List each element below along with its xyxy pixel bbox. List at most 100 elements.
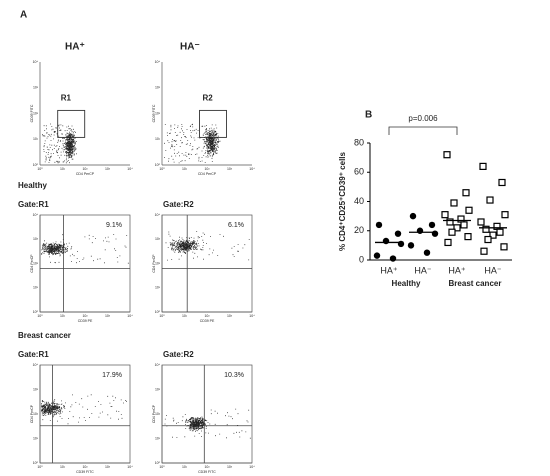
- plot-tick-label: 10²: [204, 314, 210, 318]
- plot-tick-label: 10³: [227, 465, 233, 469]
- plot-tick-label: 10¹: [33, 286, 39, 290]
- event-cloud: [41, 234, 129, 264]
- event-cloud: [164, 123, 221, 164]
- plot-tick-label: 10³: [227, 167, 233, 171]
- plot-axis-label: CD4 PerCP: [30, 404, 34, 423]
- plot-tick-label: 10⁰: [159, 314, 165, 318]
- data-point: [448, 228, 456, 236]
- gate-title: Gate:R1: [18, 350, 49, 359]
- plot-frame: [39, 364, 131, 464]
- plot-tick-label: 10¹: [182, 314, 188, 318]
- data-point: [416, 227, 424, 234]
- data-point: [477, 218, 485, 226]
- plot-tick-label: 10¹: [182, 465, 188, 469]
- x-tick-label: HA⁻: [414, 265, 432, 275]
- y-tick-label: 60: [354, 167, 364, 177]
- plot-tick-label: 10³: [33, 237, 39, 241]
- event-cloud: [165, 231, 250, 261]
- plot-tick-label: 10³: [33, 86, 39, 90]
- plot-axis-label: CD39 PE: [78, 319, 93, 323]
- gate-title: Gate:R2: [163, 350, 194, 359]
- data-point: [450, 199, 458, 207]
- column-label: HA⁻: [180, 42, 200, 53]
- plot-tick-label: 10²: [33, 111, 39, 115]
- gate-label: R1: [61, 94, 72, 103]
- data-point: [498, 178, 506, 187]
- plot-tick-label: 10⁰: [159, 167, 165, 171]
- x-tick-label: HA⁺: [448, 265, 466, 275]
- plot-axis-label: CD39 FITC: [198, 470, 216, 474]
- plot-tick-label: 10⁰: [155, 310, 161, 314]
- plot-tick-label: 10⁰: [159, 465, 165, 469]
- plot-axis-label: CD4 PerCP: [30, 254, 34, 273]
- plot-tick-label: 10⁴: [127, 167, 133, 171]
- data-point: [441, 211, 449, 219]
- plot-tick-label: 10²: [204, 465, 210, 469]
- plot-tick-label: 10⁴: [33, 60, 39, 64]
- plot-tick-label: 10¹: [155, 137, 161, 141]
- plot-tick-label: 10²: [82, 314, 88, 318]
- plot-tick-label: 10⁴: [33, 363, 39, 367]
- data-point: [464, 233, 472, 241]
- group-label: Healthy: [392, 279, 421, 288]
- plot-tick-label: 10⁰: [37, 465, 43, 469]
- event-cloud: [42, 123, 77, 164]
- plot-tick-label: 10⁴: [249, 314, 255, 318]
- plot-tick-label: 10²: [204, 167, 210, 171]
- gate-title: Gate:R1: [18, 200, 49, 209]
- plot-tick-label: 10⁴: [155, 213, 161, 217]
- data-point: [444, 238, 452, 247]
- gate-title: Gate:R2: [163, 200, 194, 209]
- data-point: [489, 231, 497, 239]
- group-label: Breast cancer: [449, 279, 502, 288]
- plot-axis-label: CD4 PerCP: [152, 404, 156, 423]
- p-value: p=0.006: [408, 114, 438, 123]
- plot-axis-label: CD39 FITC: [152, 104, 156, 122]
- significance-bracket: [388, 126, 458, 135]
- plot-tick-label: 10⁰: [37, 314, 43, 318]
- y-tick-label: 0: [359, 254, 364, 264]
- quadrant-percent: 9.1%: [106, 222, 122, 229]
- plot-axis-label: CD4 PerCP: [198, 172, 217, 176]
- y-tick-label: 80: [354, 137, 364, 147]
- plot-frame: [161, 364, 253, 464]
- data-point: [453, 224, 461, 232]
- plot-tick-label: 10³: [105, 465, 111, 469]
- y-axis-label: % CD4⁺CD25⁺CD39⁺ cells: [338, 151, 347, 250]
- plot-tick-label: 10⁰: [37, 167, 43, 171]
- plot-tick-label: 10³: [105, 167, 111, 171]
- plot-tick-label: 10¹: [60, 465, 66, 469]
- row-title: Healthy: [18, 181, 47, 190]
- gate-box: [57, 109, 86, 138]
- plot-tick-label: 10⁴: [155, 363, 161, 367]
- data-point: [496, 228, 504, 236]
- data-point: [462, 189, 470, 197]
- data-point: [465, 206, 473, 214]
- plot-tick-label: 10²: [155, 412, 161, 416]
- plot-tick-label: 10⁴: [33, 213, 39, 217]
- data-point: [397, 240, 405, 248]
- data-point: [407, 242, 415, 249]
- plot-tick-label: 10³: [33, 387, 39, 391]
- plot-tick-label: 10¹: [33, 436, 39, 440]
- plot-axis-label: CD4 PerCP: [76, 172, 95, 176]
- data-point: [394, 230, 402, 237]
- plot-tick-label: 10³: [227, 314, 233, 318]
- plot-tick-label: 10⁴: [249, 465, 255, 469]
- plot-axis-label: CD4 PerCP: [152, 254, 156, 273]
- quadrant-percent: 17.9%: [102, 372, 122, 379]
- plot-tick-label: 10¹: [60, 314, 66, 318]
- panel-label: A: [20, 10, 27, 21]
- row-title: Breast cancer: [18, 331, 71, 340]
- plot-tick-label: 10²: [33, 412, 39, 416]
- quadrant-percent: 10.3%: [224, 372, 244, 379]
- data-point: [501, 211, 509, 219]
- plot-tick-label: 10⁰: [155, 163, 161, 167]
- plot-axis-label: CD39 FITC: [30, 104, 34, 122]
- plot-tick-label: 10¹: [155, 286, 161, 290]
- data-point: [500, 243, 508, 251]
- plot-tick-label: 10²: [82, 465, 88, 469]
- data-point: [423, 249, 431, 256]
- x-tick-label: HA⁻: [484, 265, 502, 275]
